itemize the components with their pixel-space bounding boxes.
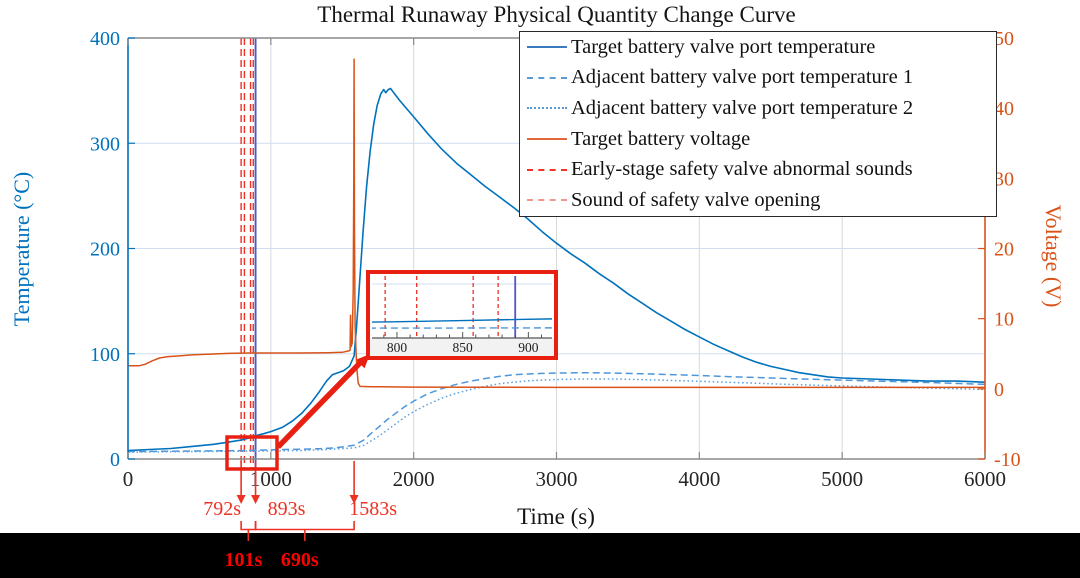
legend-entry: Adjacent battery valve port temperature … bbox=[520, 63, 996, 94]
chart-title: Thermal Runaway Physical Quantity Change… bbox=[317, 2, 796, 27]
interval-bracket bbox=[240, 521, 257, 531]
legend-entry: Target battery voltage bbox=[520, 124, 996, 155]
series-target-battery-valve-port-temperature bbox=[127, 87, 986, 452]
time-marker-arrowhead bbox=[349, 495, 359, 504]
time-marker-label: 1583s bbox=[349, 498, 397, 520]
x-tick-label: 6000 bbox=[964, 467, 1006, 491]
right-axis-label: Voltage (V) bbox=[1041, 204, 1066, 308]
y-right-tick-label: 20 bbox=[994, 239, 1014, 261]
y-right-tick-label: 40 bbox=[994, 98, 1014, 120]
series-target-battery-voltage bbox=[128, 58, 985, 389]
left-axis-label: Temperature (°C) bbox=[9, 171, 34, 327]
time-marker-label: 792s bbox=[203, 498, 241, 520]
time-marker-arrowhead bbox=[236, 495, 246, 504]
x-tick-label: 2000 bbox=[393, 467, 435, 491]
legend-entry-label: Target battery valve port temperature bbox=[571, 35, 876, 58]
series-adjacent-battery-valve-port-temperature-1 bbox=[127, 371, 986, 453]
legend-box: Target battery valve port temperature Adj… bbox=[519, 31, 997, 217]
legend-line-swatch bbox=[527, 168, 567, 171]
y-left-tick-label: 0 bbox=[110, 449, 120, 471]
legend-entry: Adjacent battery valve port temperature … bbox=[520, 93, 996, 124]
x-tick-label: 3000 bbox=[536, 467, 578, 491]
time-marker-arrowhead bbox=[251, 495, 261, 504]
zoom-source-rect bbox=[225, 435, 279, 471]
x-tick-label: 1000 bbox=[250, 467, 292, 491]
inset-tick-label: 900 bbox=[518, 340, 539, 355]
legend-entry-label: Adjacent battery valve port temperature … bbox=[571, 66, 914, 89]
legend-entry: Target battery valve port temperature bbox=[520, 32, 996, 63]
x-tick-label: 0 bbox=[123, 467, 134, 491]
y-left-tick-label: 200 bbox=[90, 239, 120, 261]
legend-line-swatch bbox=[527, 76, 567, 79]
inset-tick-strip bbox=[370, 338, 554, 356]
interval-duration-label: 101s bbox=[224, 549, 262, 571]
interval-bracket bbox=[254, 521, 355, 531]
y-right-tick-label: 10 bbox=[994, 309, 1014, 331]
inset-tick-label: 800 bbox=[387, 340, 408, 355]
y-right-tick-label: 0 bbox=[994, 379, 1004, 401]
x-tick-label: 5000 bbox=[821, 467, 863, 491]
x-axis-label: Time (s) bbox=[517, 504, 595, 529]
inset-tick-label: 850 bbox=[453, 340, 474, 355]
interval-duration-label: 690s bbox=[281, 549, 319, 571]
legend-line-swatch bbox=[527, 46, 567, 49]
time-marker-label: 893s bbox=[268, 498, 306, 520]
y-right-tick-label: 30 bbox=[994, 168, 1014, 190]
bottom-black-bar bbox=[0, 533, 1080, 578]
legend-entry-label: Adjacent battery valve port temperature … bbox=[571, 96, 914, 119]
legend-line-swatch bbox=[527, 107, 567, 110]
legend-line-swatch bbox=[527, 199, 567, 202]
legend-entry-label: Sound of safety valve opening bbox=[571, 188, 821, 211]
legend-entry: Sound of safety valve opening bbox=[520, 185, 996, 216]
legend-entry: Early-stage safety valve abnormal sounds bbox=[520, 154, 996, 185]
inset-border bbox=[366, 270, 558, 360]
y-left-tick-label: 300 bbox=[90, 133, 120, 155]
y-right-tick-label: -10 bbox=[994, 449, 1021, 471]
y-left-tick-label: 400 bbox=[90, 28, 120, 50]
x-tick-label: 4000 bbox=[678, 467, 720, 491]
y-left-tick-label: 100 bbox=[90, 344, 120, 366]
legend-entry-label: Target battery voltage bbox=[571, 127, 751, 150]
legend-line-swatch bbox=[527, 138, 567, 141]
legend-entry-label: Early-stage safety valve abnormal sounds bbox=[571, 158, 913, 181]
zoom-arrow bbox=[276, 361, 362, 449]
y-right-tick-label: 50 bbox=[994, 28, 1014, 50]
